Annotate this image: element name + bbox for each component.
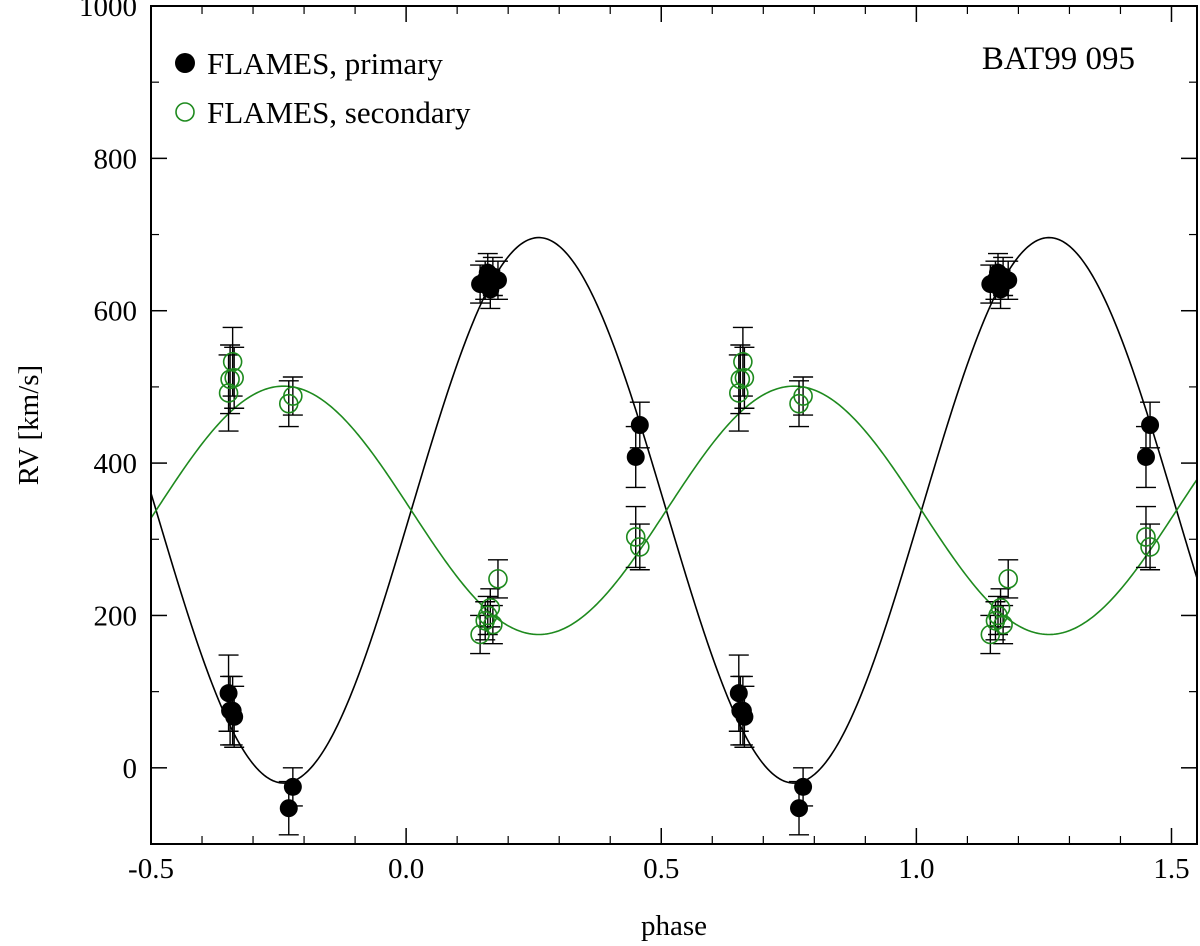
data-points [218,263,1160,818]
secondary-data-point [222,351,243,372]
y-tick-label: 1000 [79,0,137,23]
secondary-data-point [480,598,501,618]
primary-data-point [279,799,298,818]
primary-data-point [735,707,754,726]
secondary-data-point [470,624,490,645]
primary-data-point [488,271,507,290]
tick-labels: -0.5 0.0 0.5 1.0 1.5 0 200 400 600 800 1000 [79,0,1190,885]
y-tick-label: 600 [94,296,138,328]
legend-marker-secondary [175,102,195,122]
primary-data-point [999,271,1018,290]
primary-data-point [225,707,244,726]
primary-model-curve [151,236,1197,784]
x-axis-title: phase [641,910,707,942]
secondary-data-point [483,614,503,635]
secondary-data-point [998,569,1019,589]
legend-label-primary: FLAMES, primary [207,46,443,81]
plot-frame [150,5,1198,845]
secondary-data-point [625,527,646,547]
primary-data-point [626,447,645,466]
x-tick-label: 0.5 [643,853,679,885]
legend: FLAMES, primary FLAMES, secondary [175,46,471,130]
primary-data-point [630,416,649,434]
secondary-data-point [477,605,498,626]
secondary-data-point [988,605,1008,626]
secondary-model-curve [151,385,1197,636]
y-tick-label: 400 [94,448,138,480]
secondary-data-point [283,386,303,406]
primary-data-point [283,777,302,796]
x-tick-label: 1.5 [1153,853,1189,885]
primary-data-point [729,684,748,703]
y-tick-label: 0 [123,753,138,785]
secondary-data-point [1140,537,1160,557]
tick-marks [150,5,1197,845]
primary-data-point [1141,416,1160,434]
secondary-data-point [1136,527,1156,547]
secondary-data-point [793,386,813,406]
secondary-data-point [990,598,1011,618]
secondary-data-point [733,351,753,372]
primary-data-point [794,777,813,796]
legend-marker-primary [175,53,195,73]
x-tick-label: 0.0 [388,853,424,885]
secondary-data-point [993,614,1013,635]
primary-data-point [790,799,809,818]
x-tick-label: -0.5 [128,853,174,885]
y-tick-label: 200 [94,600,138,632]
chart-title-star-name: BAT99 095 [982,41,1135,77]
secondary-data-point [630,537,650,557]
model-curves [151,236,1197,784]
secondary-data-point [980,624,1001,645]
primary-data-point [1136,447,1155,466]
secondary-data-point [224,367,244,388]
primary-data-point [219,684,238,703]
x-tick-label: 1.0 [898,853,934,885]
secondary-data-point [488,569,508,589]
y-tick-label: 800 [94,143,138,175]
secondary-data-point [734,367,755,388]
legend-label-secondary: FLAMES, secondary [207,95,471,130]
y-axis-title: RV [km/s] [13,365,45,485]
